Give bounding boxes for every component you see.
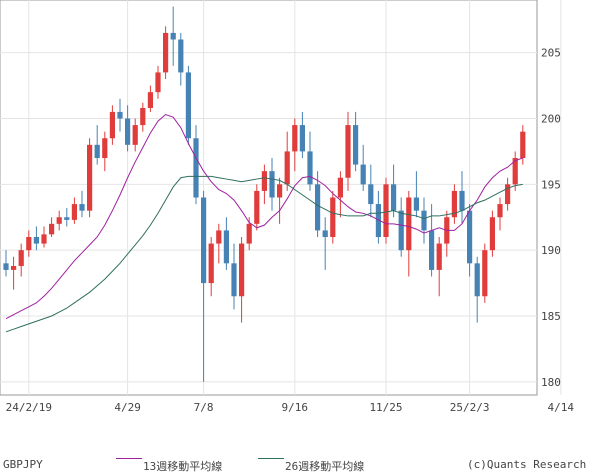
candle-up	[451, 190, 457, 218]
candle-down	[315, 184, 321, 231]
candle-up	[41, 234, 47, 244]
candle-down	[178, 39, 184, 73]
candle-up	[520, 131, 526, 158]
candle-down	[170, 32, 176, 40]
candle-down	[413, 197, 419, 211]
candle-up	[497, 204, 503, 218]
candle-up	[216, 230, 222, 244]
candle-up	[383, 184, 389, 237]
candle-up	[436, 243, 442, 270]
candle-up	[246, 223, 252, 244]
x-tick-label: 7/8	[194, 401, 214, 414]
candle-up	[87, 144, 93, 211]
candle-up	[345, 125, 351, 178]
chart-footer: GBPJPY 13週移動平均線 26週移動平均線 (c)Quants Resea…	[0, 458, 600, 474]
candle-up	[261, 171, 267, 191]
candle-up	[489, 217, 495, 251]
x-tick-label: 4/29	[114, 401, 141, 414]
candle-down	[64, 217, 70, 220]
candle-up	[102, 138, 108, 158]
x-tick-label: 9/16	[282, 401, 309, 414]
candle-down	[467, 210, 473, 264]
candle-up	[132, 125, 138, 145]
candle-up	[11, 265, 17, 270]
candle-down	[459, 190, 465, 211]
candle-up	[505, 184, 511, 205]
candle-down	[353, 125, 359, 165]
candle-up	[109, 111, 115, 139]
legend-swatch-26	[258, 458, 284, 459]
candle-up	[56, 217, 62, 224]
candle-down	[33, 237, 39, 244]
candle-up	[284, 151, 290, 185]
candle-up	[163, 32, 169, 73]
candle-up	[292, 125, 298, 152]
candle-up	[208, 243, 214, 284]
candle-up	[406, 197, 412, 251]
candle-down	[421, 210, 427, 231]
candle-down	[299, 125, 305, 152]
candle-up	[140, 107, 146, 126]
y-tick-label: 205	[541, 47, 561, 60]
candle-up	[254, 190, 260, 224]
y-axis-ticks: 180 185 190 195 200 205	[541, 47, 561, 389]
x-tick-label: 25/2/3	[450, 401, 490, 414]
candle-up	[147, 92, 153, 108]
x-tick-label: 4/14	[548, 401, 575, 414]
candle-down	[3, 263, 9, 270]
candle-up	[337, 177, 343, 198]
candle-up	[71, 204, 77, 220]
candle-down	[223, 230, 229, 264]
candle-down	[391, 184, 397, 211]
legend-label-13: 13週移動平均線	[143, 460, 223, 473]
candle-down	[185, 72, 191, 139]
x-tick-label: 11/25	[369, 401, 402, 414]
y-tick-label: 180	[541, 376, 561, 389]
y-tick-label: 185	[541, 310, 561, 323]
candles-group	[3, 6, 526, 382]
candle-up	[18, 250, 24, 266]
candle-down	[231, 263, 237, 297]
candle-down	[429, 230, 435, 270]
candle-down	[398, 210, 404, 251]
credit-label: (c)Quants Research	[467, 458, 587, 471]
candle-down	[79, 204, 85, 211]
candle-down	[368, 184, 374, 205]
ma26-line	[5, 175, 523, 333]
legend-label-26: 26週移動平均線	[285, 460, 365, 473]
y-tick-label: 200	[541, 113, 561, 126]
candle-up	[512, 158, 518, 185]
candle-down	[117, 111, 123, 119]
y-tick-label: 190	[541, 244, 561, 257]
legend-swatch-13	[116, 458, 142, 459]
candle-down	[360, 164, 366, 185]
candle-down	[322, 230, 328, 237]
ma13-line	[5, 113, 523, 320]
x-tick-label: 24/2/19	[6, 401, 52, 414]
candle-down	[94, 144, 100, 158]
candle-down	[307, 151, 313, 185]
candle-up	[26, 237, 32, 251]
candle-down	[201, 197, 207, 284]
candle-down	[125, 118, 131, 145]
candle-down	[193, 138, 199, 198]
candle-up	[482, 250, 488, 297]
y-tick-label: 195	[541, 178, 561, 191]
candle-up	[155, 72, 161, 93]
candle-up	[49, 223, 55, 235]
moving-average-lines	[5, 113, 523, 333]
candle-up	[277, 184, 283, 198]
candle-down	[474, 263, 480, 297]
candle-up	[330, 197, 336, 237]
candle-down	[269, 171, 275, 198]
symbol-label: GBPJPY	[3, 458, 43, 471]
candle-up	[239, 243, 245, 297]
candle-down	[375, 204, 381, 237]
